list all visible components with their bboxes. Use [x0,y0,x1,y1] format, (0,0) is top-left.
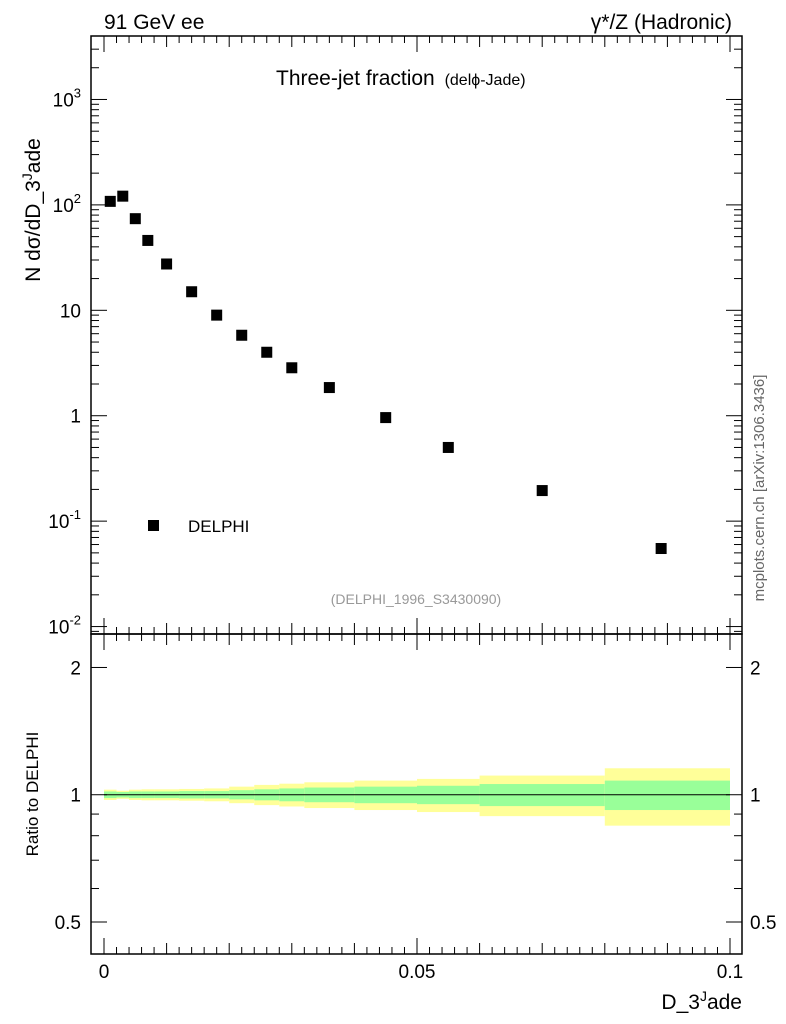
ratio-y-ticks [91,666,742,923]
ratio-panel: 0 0.05 0.1 0.5 0.5 1 1 2 2 Ratio to DELPHI D_3J… [23,633,777,1014]
y-tick-label: 102 [53,191,81,217]
data-point [442,441,454,453]
watermark: mcplots.cern.ch [arXiv:1306.3436] [751,375,768,602]
data-point [655,543,667,555]
y-tick-label: 10-2 [48,613,81,639]
y-tick-label: 103 [53,85,81,111]
ratio-y-tick-labels: 0.5 0.5 1 1 2 2 [55,658,777,934]
data-point [104,195,116,207]
main-title-suffix: (delϕ-Jade) [445,72,526,89]
main-y-tick-labels: 10-2 10-1 1 10 102 103 [48,85,81,638]
ratio-y-tick-label-right: 0.5 [750,913,776,934]
legend: DELPHI [148,517,249,536]
data-point [286,362,298,374]
inner-band-bin [604,780,730,811]
ratio-x-tick-labels: 0 0.05 0.1 [99,962,744,983]
analysis-tag: (DELPHI_1996_S3430090) [331,591,501,607]
legend-marker [148,520,159,531]
main-title-text: Three-jet fraction [276,67,435,90]
data-point [186,286,198,298]
ratio-x-ticks [103,634,731,954]
data-point [129,213,141,225]
legend-label: DELPHI [188,517,249,536]
x-tick-label: 0.1 [717,962,743,983]
ratio-y-tick-label: 1 [70,786,81,807]
data-point [261,346,273,358]
ratio-bands [104,768,730,826]
main-y-ticks [91,35,742,632]
header-right: γ*/Z (Hadronic) [591,11,732,34]
main-y-axis-label: N dσ/dD_3Jade [19,138,45,282]
y-tick-label: 10 [60,301,81,322]
data-point [236,329,248,341]
data-point [323,382,335,394]
y-tick-label: 1 [70,407,81,428]
data-point [536,485,548,497]
ratio-y-tick-label-right: 2 [750,658,761,679]
main-title: Three-jet fraction (delϕ-Jade) [276,67,526,90]
y-tick-label: 10-1 [48,507,81,533]
x-axis-label: D_3Jade [661,988,742,1014]
ratio-y-axis-label: Ratio to DELPHI [23,732,42,857]
data-point [117,190,129,202]
x-tick-label: 0 [99,962,110,983]
ratio-y-tick-label: 2 [70,658,81,679]
data-point [161,258,173,270]
header-left: 91 GeV ee [104,11,204,34]
data-point [142,234,154,246]
data-point [380,412,392,424]
ratio-y-tick-label: 0.5 [55,913,81,934]
delphi-series [104,190,667,555]
main-x-ticks [103,36,731,634]
main-panel: 10-2 10-1 1 10 102 103 Three-jet fraction (de… [19,35,743,639]
ratio-y-tick-label-right: 1 [750,786,761,807]
data-point [211,309,223,321]
main-frame [90,35,743,635]
x-tick-label: 0.05 [399,962,436,983]
